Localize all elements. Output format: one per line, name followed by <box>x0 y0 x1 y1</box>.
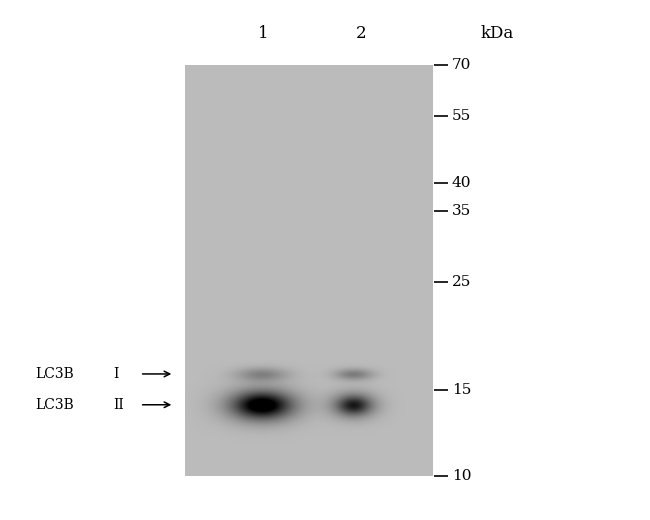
Text: LC3B: LC3B <box>36 367 75 381</box>
Text: II: II <box>114 398 125 412</box>
Text: kDa: kDa <box>481 25 514 42</box>
Text: 40: 40 <box>452 176 471 190</box>
Text: I: I <box>114 367 119 381</box>
Text: 15: 15 <box>452 383 471 397</box>
Text: 55: 55 <box>452 109 471 123</box>
Text: 2: 2 <box>356 25 366 42</box>
Text: 25: 25 <box>452 276 471 289</box>
Text: 1: 1 <box>258 25 268 42</box>
Text: 10: 10 <box>452 469 471 483</box>
Text: 35: 35 <box>452 204 471 218</box>
Text: 70: 70 <box>452 58 471 72</box>
Text: LC3B: LC3B <box>36 398 75 412</box>
